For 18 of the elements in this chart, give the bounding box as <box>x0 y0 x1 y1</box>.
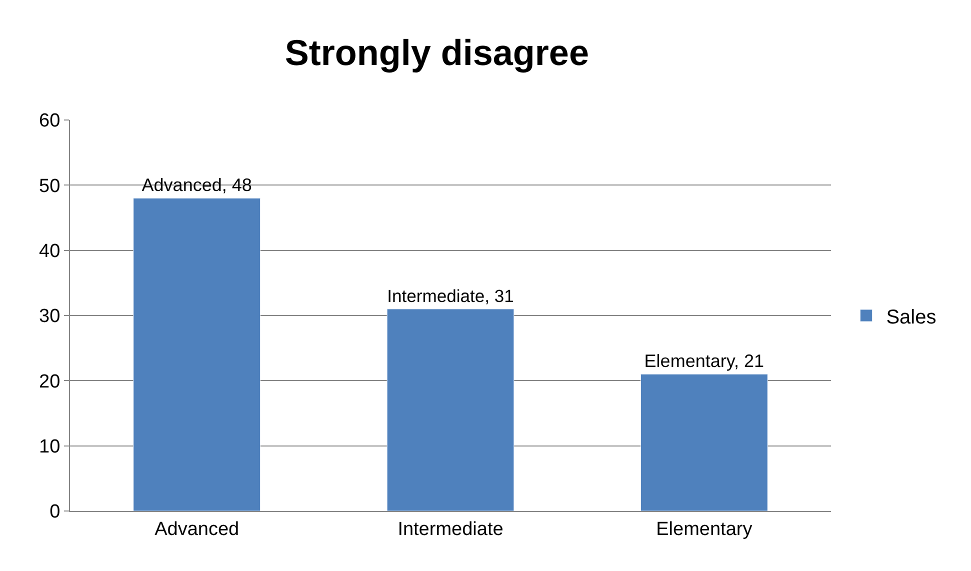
x-tick-label: Intermediate <box>398 518 504 540</box>
bar <box>640 374 768 511</box>
y-tick-label: 0 <box>50 502 60 523</box>
y-tick-label: 10 <box>39 436 60 458</box>
y-tick-label: 50 <box>39 176 60 197</box>
bar <box>386 308 514 511</box>
legend-label: Sales <box>886 306 936 328</box>
y-tick-label: 60 <box>39 110 60 132</box>
y-tick-label: 20 <box>39 371 60 392</box>
bar <box>133 198 260 511</box>
x-tick-label: Elementary <box>656 518 753 540</box>
data-label: Elementary, 21 <box>644 351 764 372</box>
y-tick-label: 30 <box>39 306 60 328</box>
x-tick-label: Advanced <box>154 518 240 540</box>
data-label: Intermediate, 31 <box>387 286 514 306</box>
data-label: Advanced, 48 <box>142 175 252 196</box>
y-tick-label: 40 <box>39 240 60 262</box>
chart-title: Strongly disagree <box>284 32 589 74</box>
